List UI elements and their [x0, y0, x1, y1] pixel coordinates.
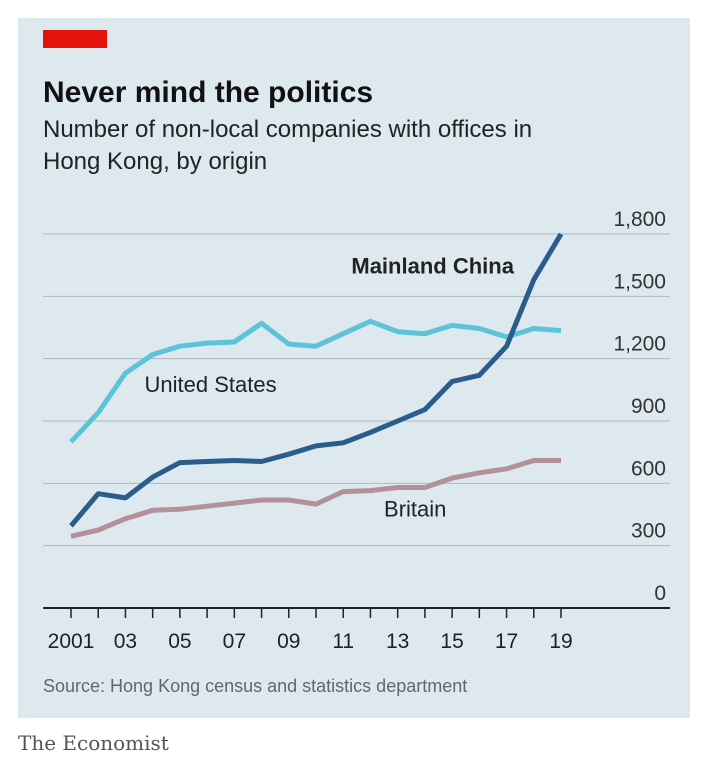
line-chart: 0 300 600 900 1,200 1,500 1,800 2001 03 05 07 09 11 1…	[43, 208, 670, 653]
y-tick-label: 900	[631, 395, 666, 418]
y-tick-label: 1,500	[613, 270, 666, 293]
series-line-britain	[70, 458, 561, 539]
series-label-mainland-china: Mainland China	[351, 253, 514, 278]
publisher-brand: The Economist	[18, 731, 169, 755]
y-tick-label: 300	[631, 520, 666, 543]
x-tick-label: 09	[277, 630, 300, 653]
series-label-united-states: United States	[145, 372, 277, 397]
series-line-united-states	[69, 318, 562, 444]
chart-subtitle: Number of non-local companies with offic…	[43, 116, 533, 175]
x-tick-label: 15	[440, 630, 463, 653]
chart-panel: Never mind the politics Number of non-lo…	[18, 18, 690, 718]
x-tick-label: 19	[549, 630, 572, 653]
x-tick-label: 11	[332, 630, 354, 653]
x-tick-label: 13	[386, 630, 409, 653]
series-line-mainland-china	[69, 232, 564, 528]
x-tick-label: 05	[168, 630, 191, 653]
y-tick-label: 600	[631, 457, 666, 480]
x-tick-label: 2001	[48, 630, 95, 653]
series-label-britain: Britain	[384, 497, 446, 522]
source-note: Source: Hong Kong census and statistics …	[43, 676, 468, 696]
y-tick-label: 0	[654, 582, 666, 605]
x-tick-label: 03	[114, 630, 137, 653]
y-tick-label: 1,800	[613, 208, 666, 231]
x-tick-label: 17	[495, 630, 518, 653]
chart-title: Never mind the politics	[43, 76, 374, 109]
x-tick-label: 07	[223, 630, 246, 653]
y-tick-label: 1,200	[613, 333, 666, 356]
brand-accent-bar	[43, 30, 107, 48]
